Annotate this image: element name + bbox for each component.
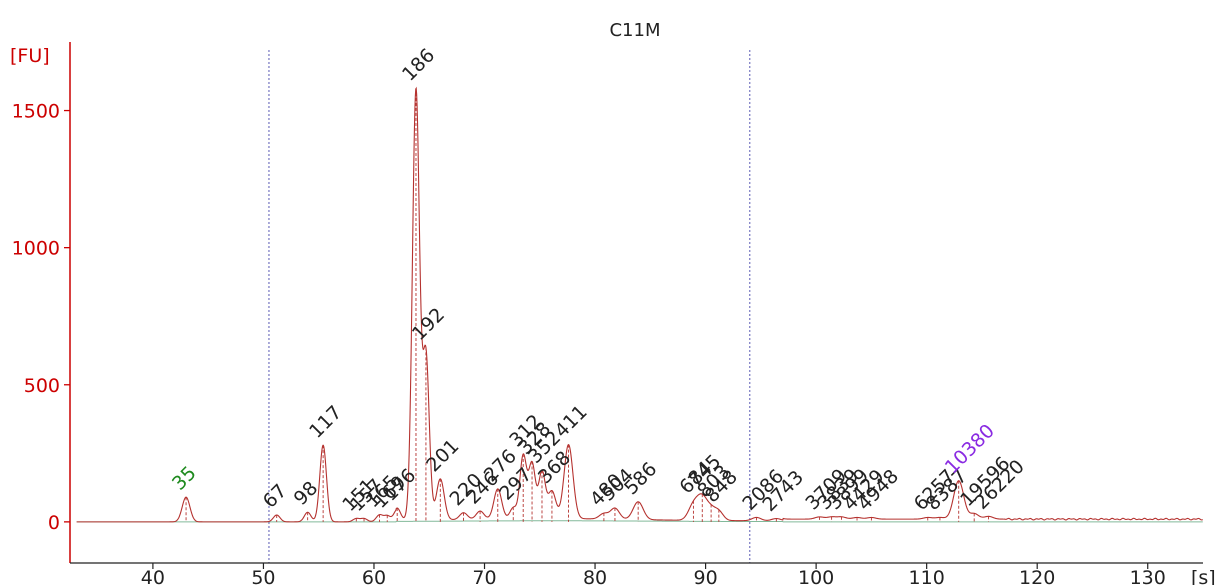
fluorescence-trace	[76, 86, 1204, 523]
x-tick-label: 60	[362, 567, 386, 585]
y-tick-label: 1500	[12, 101, 60, 123]
x-tick-label: 100	[798, 567, 834, 585]
peak-label: 586	[620, 458, 661, 499]
y-axis-ticks: 0 500 1000 1500	[12, 101, 70, 534]
y-tick-label: 1000	[12, 238, 60, 260]
peak-label: 117	[305, 401, 346, 442]
x-axis-ticks: 40 50 60 70 80 90 100 110 120 130	[141, 563, 1166, 585]
peak-label: 67	[259, 480, 292, 513]
peak-label: 35	[168, 462, 201, 495]
peak-label: 186	[398, 44, 439, 85]
trace-group	[76, 86, 1204, 523]
y-tick-label: 0	[48, 512, 60, 534]
peak-label: 201	[422, 435, 463, 476]
peak-tick-marks	[185, 87, 990, 522]
x-axis-unit-label: [s]	[1191, 567, 1216, 585]
x-tick-label: 80	[583, 567, 607, 585]
x-tick-label: 130	[1130, 567, 1166, 585]
chart-title: C11M	[609, 20, 660, 41]
x-tick-label: 120	[1019, 567, 1055, 585]
x-tick-label: 70	[472, 567, 496, 585]
peak-label: 192	[408, 304, 449, 345]
region-guides	[268, 50, 751, 563]
peak-labels: 3567981171511571651691761861922012202462…	[168, 44, 1029, 516]
y-tick-label: 500	[24, 375, 60, 397]
x-tick-label: 110	[909, 567, 945, 585]
y-axis-unit-label: [FU]	[10, 45, 50, 67]
x-tick-label: 40	[141, 567, 165, 585]
x-tick-label: 90	[693, 567, 717, 585]
x-tick-label: 50	[251, 567, 275, 585]
axes	[69, 42, 1203, 564]
